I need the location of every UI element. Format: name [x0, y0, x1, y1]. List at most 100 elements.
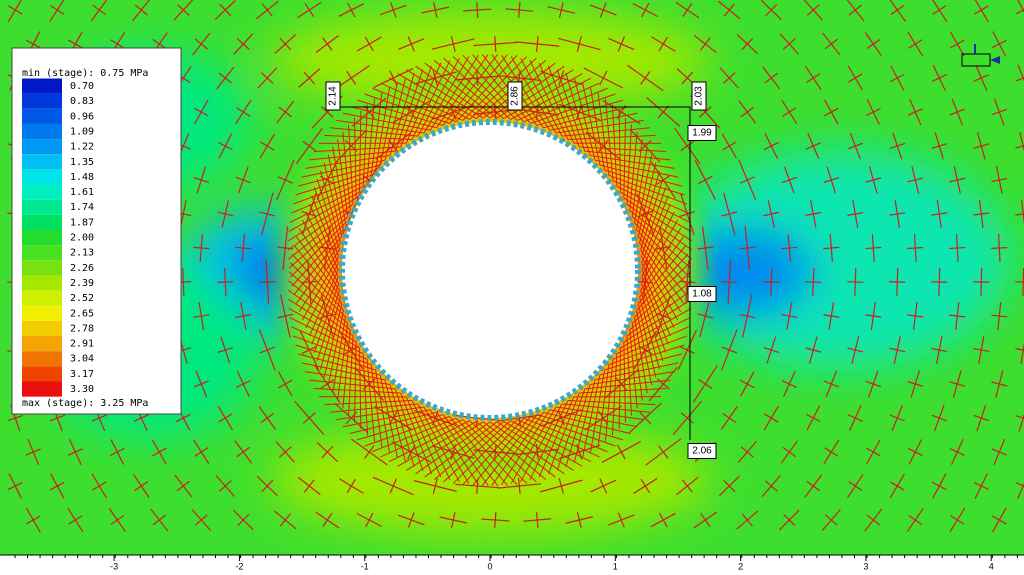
tensor	[287, 197, 357, 242]
tensor	[631, 323, 643, 401]
legend-label: 2.65	[70, 308, 94, 319]
legend-label: 3.30	[70, 384, 94, 395]
tensor	[298, 249, 340, 313]
tensor	[1015, 8, 1024, 15]
tensor	[194, 107, 209, 117]
tensor	[617, 36, 626, 52]
tensor	[557, 410, 565, 426]
legend-swatch	[22, 108, 62, 124]
tensor	[218, 480, 232, 492]
tensor	[567, 399, 656, 406]
tensor	[529, 60, 569, 140]
tensor	[321, 445, 334, 459]
tensor	[781, 246, 798, 250]
tensor	[469, 420, 537, 483]
tensor	[866, 38, 881, 50]
tensor	[25, 448, 41, 456]
tensor	[626, 203, 693, 251]
tensor	[658, 445, 669, 459]
tensor	[626, 124, 632, 205]
tensor	[176, 480, 191, 492]
tensor	[599, 70, 608, 86]
x-tick-label: -2	[235, 561, 243, 571]
tensor	[442, 414, 499, 486]
tensor	[342, 112, 431, 131]
tensor	[1015, 145, 1024, 149]
tensor	[336, 119, 425, 134]
tensor	[406, 69, 484, 119]
tensor	[400, 392, 433, 475]
tensor	[805, 211, 822, 217]
tensor	[380, 82, 464, 121]
tensor	[348, 335, 354, 416]
tensor	[289, 185, 364, 223]
tensor	[991, 314, 1008, 318]
tensor	[865, 380, 882, 388]
tensor	[423, 406, 470, 484]
tensor	[523, 417, 608, 453]
tensor	[890, 481, 905, 491]
tensor	[193, 314, 210, 318]
tensor	[698, 106, 712, 118]
tensor	[194, 447, 209, 457]
tensor	[616, 444, 626, 460]
tensor	[722, 412, 737, 424]
x-tick-label: 1	[613, 561, 618, 571]
tensor	[364, 445, 375, 459]
tensor	[390, 2, 397, 18]
tensor	[304, 2, 315, 18]
legend-swatch	[22, 381, 62, 397]
query-label: 2.14	[328, 86, 339, 106]
tensor	[217, 346, 234, 354]
tensor	[342, 131, 351, 211]
tensor	[530, 416, 616, 447]
tensor	[8, 5, 23, 15]
tensor	[626, 289, 693, 337]
tensor	[496, 421, 574, 471]
tensor	[291, 326, 368, 360]
tensor	[739, 313, 756, 319]
tensor	[657, 105, 669, 119]
tensor	[346, 478, 356, 494]
tensor	[510, 56, 557, 134]
tensor	[763, 141, 779, 151]
tensor	[561, 127, 650, 137]
legend-swatch	[22, 351, 62, 367]
tensor	[549, 409, 638, 428]
tensor	[287, 298, 357, 343]
legend-swatch	[22, 260, 62, 276]
tensor	[682, 3, 693, 17]
tensor	[347, 2, 356, 18]
tensor	[217, 211, 234, 217]
tensor	[278, 446, 292, 458]
tensor	[721, 211, 738, 217]
tensor	[681, 71, 694, 85]
tensor	[723, 479, 736, 493]
tensor	[611, 104, 618, 187]
tensor	[217, 141, 233, 151]
tensor	[1015, 213, 1024, 216]
tensor	[823, 107, 839, 117]
tensor	[723, 3, 735, 17]
tensor	[679, 210, 696, 218]
tensor	[298, 164, 381, 187]
tensor	[337, 139, 349, 217]
tensor	[623, 117, 627, 198]
tensor	[218, 72, 232, 84]
tensor	[555, 406, 644, 421]
tensor	[219, 3, 232, 17]
x-tick-label: 4	[989, 561, 994, 571]
legend-label: 1.35	[70, 157, 94, 168]
tensor	[697, 175, 713, 185]
tensor	[389, 384, 415, 467]
tensor	[806, 480, 821, 492]
tensor	[469, 57, 537, 120]
tensor	[634, 146, 648, 224]
tensor	[449, 416, 508, 486]
tensor	[636, 154, 653, 230]
tensor	[626, 335, 632, 416]
tensor	[501, 55, 551, 131]
tensor	[237, 513, 250, 527]
tensor	[991, 108, 1008, 116]
